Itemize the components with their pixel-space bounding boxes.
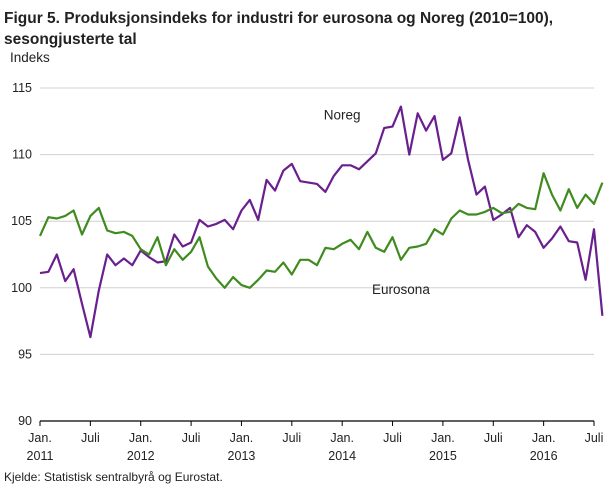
x-tick-label: Jan. [532,431,556,445]
y-tick-label: 105 [11,214,32,228]
series-labels: Noreg Eurosona [324,107,431,297]
y-tick-label: 100 [11,281,32,295]
x-tick-label: Jan. [330,431,354,445]
y-tick-label: 115 [12,81,32,95]
x-tick-labels: Jan. 2011 Juli Jan. 2012 Juli Jan. 2013 Juli Jan.… [27,421,604,463]
x-tick-label: Jan. [230,431,254,445]
series-line-noreg [39,105,604,339]
series-lines [38,105,604,339]
x-tick-year-label: 2012 [127,449,155,463]
x-tick-label: Jan. [431,431,455,445]
y-axis-label: Indeks [10,50,50,65]
x-tick-label: Jan. [129,431,153,445]
x-tick-label: Juli [182,431,201,445]
series-line-eurosona [38,172,604,289]
chart-title: Figur 5. Produksjonsindeks for industri … [4,10,554,48]
x-tick-label: Juli [81,431,100,445]
x-tick-label: Juli [484,431,503,445]
series-label-noreg: Noreg [324,107,361,122]
x-tick-year-label: 2011 [27,449,54,463]
y-tick-labels: 90 95 100 105 110 115 [11,81,32,428]
x-tick-label: Jan. [28,431,52,445]
series-label-eurosona: Eurosona [372,282,430,297]
y-tick-label: 90 [18,414,32,428]
x-tick-year-label: 2015 [429,449,457,463]
grid-lines [40,87,594,422]
x-tick-label: Juli [282,431,301,445]
x-tick-year-label: 2013 [228,449,256,463]
y-tick-label: 95 [18,347,32,361]
x-tick-year-label: 2016 [530,449,558,463]
x-tick-label: Juli [383,431,402,445]
x-tick-year-label: 2014 [328,449,356,463]
source-note: Kjelde: Statistisk sentralbyrå og Eurost… [4,470,223,484]
y-tick-label: 110 [12,148,32,162]
x-tick-label: Juli [585,431,604,445]
